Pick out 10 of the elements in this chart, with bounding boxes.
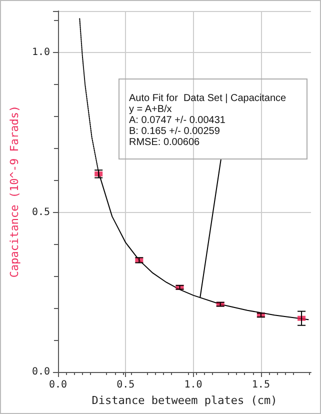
- y-axis-title: Capacitance (10^-9 Farads): [8, 105, 21, 278]
- x-tick-label: 1.5: [252, 380, 270, 390]
- x-axis-title: Distance betweem plates (cm): [92, 394, 278, 407]
- x-tick-label: 1.0: [184, 380, 202, 390]
- y-tick-label: 0.0: [32, 366, 50, 378]
- y-tick-label: 0.5: [32, 206, 50, 218]
- annotation: Auto Fit for Data Set | Capacitance y = A+B/x A: 0.0747 +/- 0.00431 B: 0.165 +/- 0.00259 RMSE: 0.00606: [129, 93, 287, 148]
- y-tick-label: 1.0: [32, 47, 50, 58]
- x-tick-label: 0.0: [48, 380, 68, 390]
- x-tick-label: 0.5: [116, 380, 135, 390]
